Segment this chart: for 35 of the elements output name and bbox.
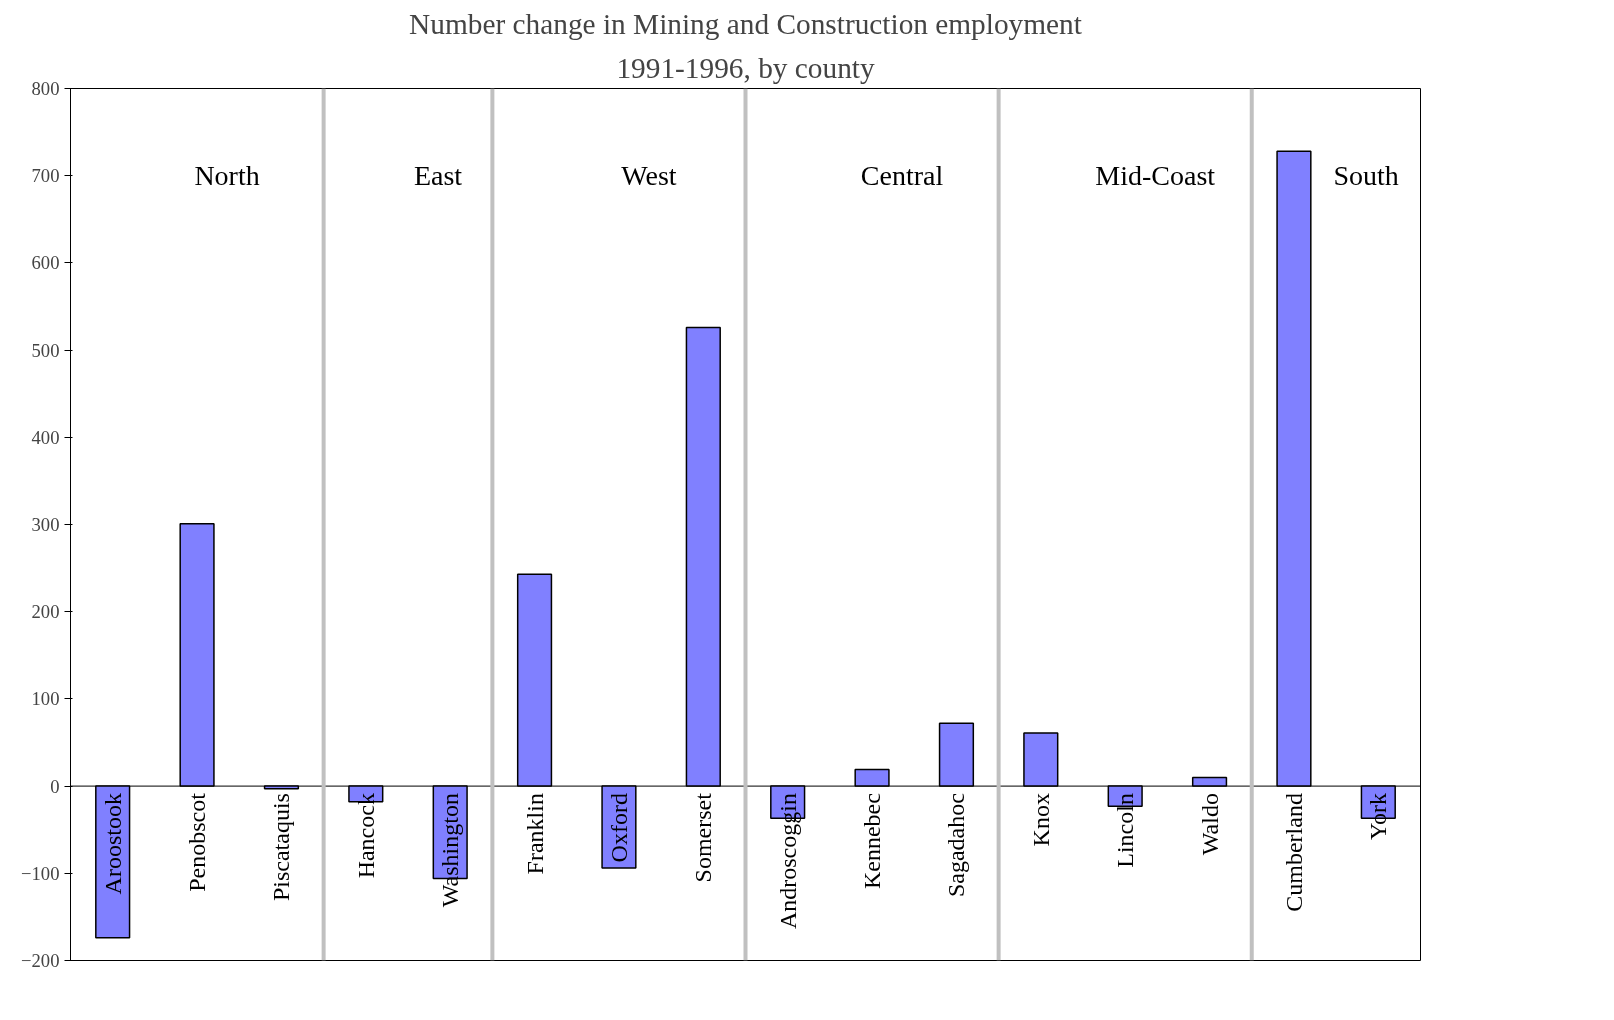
x-tick-label: Piscataquis — [268, 793, 295, 902]
y-tick-label: 300 — [31, 514, 60, 535]
y-tick-label: 100 — [31, 688, 60, 710]
x-tick-label: Washington — [437, 793, 464, 908]
x-tick-label: Sagadahoc — [943, 793, 970, 898]
y-tick-label: −100 — [20, 862, 60, 884]
x-tick-label: Kennebec — [859, 793, 886, 890]
annotation: Mid-Coast — [1095, 160, 1216, 192]
annotation: East — [413, 160, 463, 192]
x-tick-label: Androscoggin — [774, 793, 801, 930]
x-tick-label: Knox — [1027, 793, 1054, 847]
annotation: West — [621, 160, 677, 192]
x-tick-label: Somerset — [690, 792, 717, 883]
chart-title: Number change in Mining and Construction employment — [409, 7, 1082, 40]
y-tick-label: 0 — [50, 775, 60, 797]
annotation: Central — [860, 160, 944, 192]
chart-subtitle: 1991-1996, by county — [616, 51, 875, 84]
x-tick-label: Penobscot — [184, 792, 211, 892]
annotation: North — [194, 160, 260, 192]
y-tick-label: 800 — [31, 78, 60, 99]
y-tick-label: 400 — [31, 426, 60, 448]
y-tick-label: 500 — [31, 339, 60, 361]
y-tick-label: 200 — [31, 601, 60, 623]
y-tick-label: 700 — [31, 165, 60, 187]
annotation: South — [1333, 160, 1399, 192]
x-tick-label: York — [1365, 793, 1392, 840]
x-tick-label: Aroostook — [99, 793, 126, 895]
x-tick-label: Oxford — [605, 793, 632, 863]
x-tick-label: Waldo — [1196, 793, 1223, 856]
y-tick-label: 600 — [31, 252, 60, 274]
x-tick-label: Franklin — [521, 793, 548, 875]
y-tick-label: −200 — [20, 950, 60, 971]
x-tick-label: Lincoln — [1112, 793, 1139, 868]
x-tick-label: Cumberland — [1280, 793, 1307, 912]
x-tick-label: Hancock — [352, 793, 379, 879]
